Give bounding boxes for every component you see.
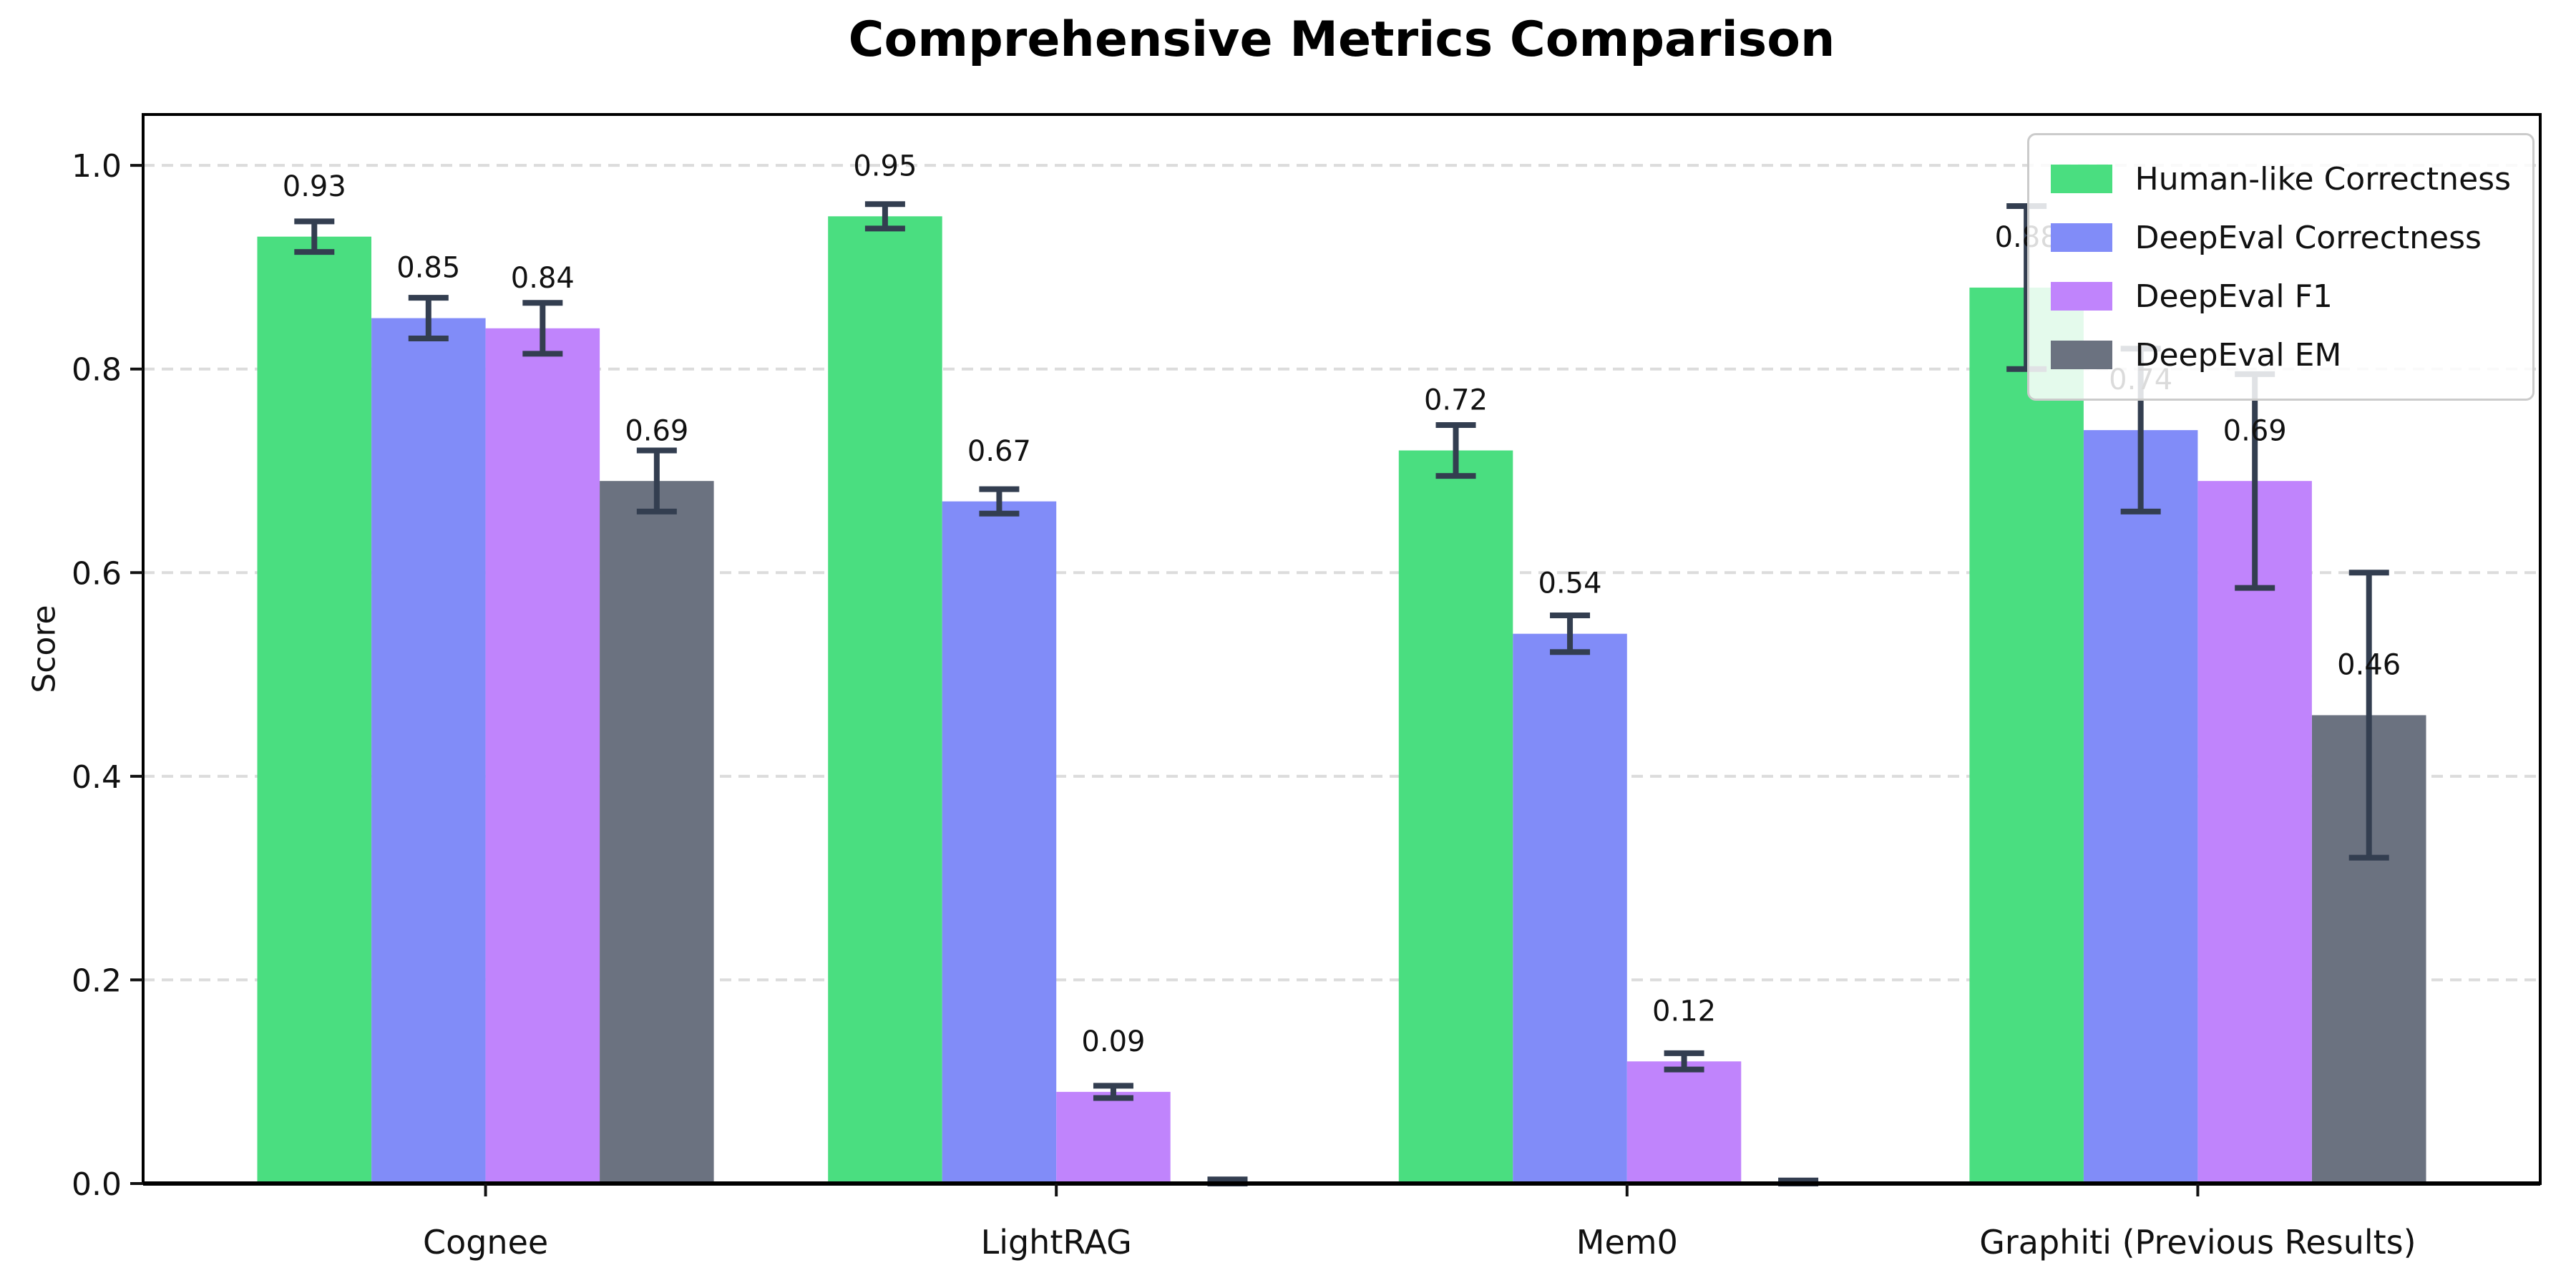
error-bar xyxy=(522,300,563,357)
legend-label: DeepEval F1 xyxy=(2135,278,2333,315)
legend-item: DeepEval Correctness xyxy=(2050,208,2511,267)
error-bar xyxy=(864,201,905,232)
bar xyxy=(2197,481,2312,1184)
bar xyxy=(600,481,714,1184)
bar xyxy=(371,318,486,1184)
bar-value-label: 0.67 xyxy=(967,435,1031,468)
bar xyxy=(1056,1091,1171,1184)
bar xyxy=(1513,633,1627,1184)
legend-item: DeepEval EM xyxy=(2050,326,2511,384)
y-tick-label: 0.8 xyxy=(72,352,122,389)
bar xyxy=(485,328,600,1184)
error-bar xyxy=(408,295,449,342)
bar-value-label: 0.95 xyxy=(853,150,917,182)
bar xyxy=(942,501,1057,1184)
bar-value-label: 0.84 xyxy=(511,262,575,295)
error-bar xyxy=(1093,1083,1133,1101)
y-tick-label: 0.0 xyxy=(72,1166,122,1203)
error-bar xyxy=(294,218,335,255)
legend-label: DeepEval EM xyxy=(2135,336,2342,374)
bar-value-label: 0.09 xyxy=(1081,1025,1145,1058)
bar-value-label: 0.85 xyxy=(396,252,460,285)
bar-value-label: 0.69 xyxy=(2223,414,2287,447)
error-bar xyxy=(636,447,677,514)
legend-label: DeepEval Correctness xyxy=(2135,219,2482,256)
error-bar xyxy=(1550,613,1591,655)
legend-swatch xyxy=(2050,223,2112,252)
x-category-label: Graphiti (Previous Results) xyxy=(1979,1223,2416,1262)
x-category-label: Mem0 xyxy=(1576,1223,1678,1262)
x-category-label: Cognee xyxy=(423,1223,548,1262)
legend-swatch xyxy=(2050,165,2112,193)
y-tick-label: 1.0 xyxy=(72,148,122,185)
bar-value-label: 0.72 xyxy=(1424,384,1488,417)
bar-value-label: 0.12 xyxy=(1652,995,1716,1028)
error-bar xyxy=(1664,1050,1704,1073)
y-tick-label: 0.6 xyxy=(72,555,122,592)
legend-label: Human-like Correctness xyxy=(2135,160,2511,197)
x-category-label: LightRAG xyxy=(981,1223,1132,1262)
bar xyxy=(1626,1061,1742,1184)
bar-value-label: 0.69 xyxy=(625,414,688,447)
legend-swatch xyxy=(2050,282,2112,311)
bar xyxy=(828,216,942,1184)
legend-swatch xyxy=(2050,341,2112,369)
y-axis-label: Score xyxy=(26,605,63,693)
error-bar xyxy=(2348,570,2389,861)
bar xyxy=(257,236,371,1184)
bar xyxy=(1969,287,2084,1184)
chart-title: Comprehensive Metrics Comparison xyxy=(848,11,1835,68)
bar xyxy=(1398,450,1513,1184)
legend-item: DeepEval F1 xyxy=(2050,267,2511,326)
bar-value-label: 0.93 xyxy=(283,170,346,203)
bar-value-label: 0.46 xyxy=(2337,649,2401,682)
error-bar xyxy=(1435,421,1476,479)
legend: Human-like Correctness DeepEval Correctne… xyxy=(2026,133,2534,401)
bar-value-label: 0.54 xyxy=(1538,567,1602,600)
y-tick-label: 0.2 xyxy=(72,962,122,999)
legend-item: Human-like Correctness xyxy=(2050,150,2511,208)
error-bar xyxy=(979,486,1020,517)
bar xyxy=(2083,430,2198,1184)
y-tick-label: 0.4 xyxy=(72,759,122,796)
